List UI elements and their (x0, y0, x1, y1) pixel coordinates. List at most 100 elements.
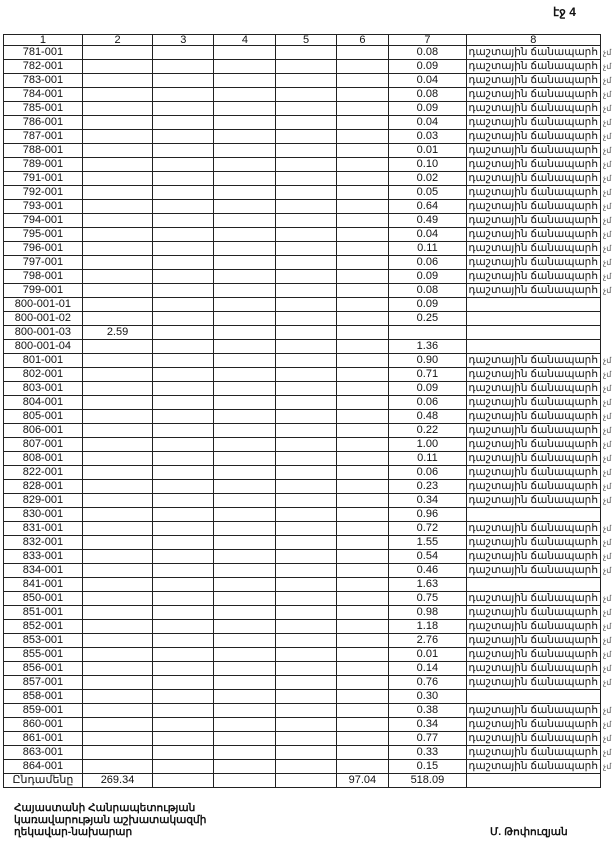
area-value: 0.02 (388, 171, 467, 186)
table-row: 806-001 0.22 դաշտային ճանապարհ չմ (3, 423, 615, 438)
row-suffix: չմ (602, 118, 612, 127)
cell (213, 451, 277, 466)
cell (152, 269, 215, 284)
row-suffix: չմ (602, 230, 612, 239)
row-suffix: չմ (602, 286, 612, 295)
cell (275, 689, 337, 704)
cell (152, 73, 215, 88)
cell (275, 157, 337, 172)
row-suffix: չմ (602, 496, 612, 505)
cell (335, 493, 390, 508)
col2-value (81, 633, 154, 648)
plot-id: 807-001 (3, 437, 83, 452)
row-suffix: չմ (602, 258, 612, 267)
cell (152, 339, 215, 354)
col2-value (81, 437, 154, 452)
row-suffix: չմ (602, 132, 612, 141)
cell (152, 213, 215, 228)
land-type: դաշտային ճանապարհ (465, 129, 601, 144)
land-type (465, 311, 601, 326)
table-row: 798-001 0.09 դաշտային ճանապարհ չմ (3, 269, 615, 284)
cell (152, 199, 215, 214)
land-type: դաշտային ճանապարհ (465, 171, 601, 186)
cell (275, 647, 337, 662)
land-type: դաշտային ճանապարհ (465, 703, 601, 718)
land-type: դաշտային ճանապարհ (465, 717, 601, 732)
cell (335, 521, 390, 536)
cell (152, 745, 215, 760)
plot-id: 834-001 (3, 563, 83, 578)
row-suffix: չմ (602, 650, 612, 659)
table-row: 792-001 0.05 դաշտային ճանապարհ չմ (3, 185, 615, 200)
cell (152, 563, 215, 578)
cell (335, 171, 390, 186)
blank (600, 774, 614, 788)
land-type: դաշտային ճանապարհ (465, 521, 601, 536)
row-suffix: չմ (602, 62, 612, 71)
cell (275, 129, 337, 144)
cell (213, 367, 277, 382)
plot-id: 851-001 (3, 605, 83, 620)
area-value: 0.09 (388, 269, 467, 284)
cell (335, 703, 390, 718)
land-plots-table: 1 2 3 4 5 6 7 8 781-001 0.08 դաշտային ճանա… (3, 34, 615, 788)
cell (275, 717, 337, 732)
cell (275, 241, 337, 256)
cell (275, 773, 337, 788)
cell (213, 647, 277, 662)
cell (152, 115, 215, 130)
table-row: 859-001 0.38 դաշտային ճանապարհ չմ (3, 703, 615, 718)
table-row: 807-001 1.00 դաշտային ճանապարհ չմ (3, 437, 615, 452)
cell (335, 87, 390, 102)
cell (335, 395, 390, 410)
cell (335, 185, 390, 200)
col2-value (81, 661, 154, 676)
area-value: 0.72 (388, 521, 467, 536)
cell (213, 535, 277, 550)
cell (335, 675, 390, 690)
row-suffix (600, 298, 614, 312)
cell (152, 185, 215, 200)
cell (213, 143, 277, 158)
cell (335, 759, 390, 774)
cell (213, 185, 277, 200)
area-value: 0.30 (388, 689, 467, 704)
land-type: դաշտային ճանապարհ (465, 227, 601, 242)
area-value: 0.25 (388, 311, 467, 326)
cell (275, 437, 337, 452)
cell (213, 493, 277, 508)
column-header-3: 3 (152, 34, 215, 46)
cell (213, 507, 277, 522)
table-row: 830-001 0.96 (3, 507, 615, 522)
col2-value (81, 619, 154, 634)
plot-id: 782-001 (3, 59, 83, 74)
row-suffix: չմ (602, 468, 612, 477)
cell (152, 423, 215, 438)
row-suffix: չմ (602, 748, 612, 757)
land-type: դաշտային ճանապարհ (465, 731, 601, 746)
total-col2: 269.34 (81, 773, 154, 788)
col2-value (81, 59, 154, 74)
cell (213, 241, 277, 256)
land-type (465, 507, 601, 522)
col2-value (81, 73, 154, 88)
cell (152, 521, 215, 536)
row-suffix: չմ (602, 272, 612, 281)
row-suffix: չմ (602, 552, 612, 561)
area-value: 0.09 (388, 297, 467, 312)
plot-id: 781-001 (3, 45, 83, 60)
area-value: 0.06 (388, 395, 467, 410)
row-suffix: չմ (602, 566, 612, 575)
cell (465, 773, 601, 788)
land-type: դաշտային ճանապարհ (465, 213, 601, 228)
cell (335, 101, 390, 116)
cell (335, 731, 390, 746)
table-row: 804-001 0.06 դաշտային ճանապարհ չմ (3, 395, 615, 410)
row-suffix (600, 578, 614, 592)
column-header-8: 8 (465, 34, 601, 46)
cell (335, 745, 390, 760)
land-type: դաշտային ճանապարհ (465, 745, 601, 760)
land-type: դաշտային ճանապարհ (465, 647, 601, 662)
table-row: 787-001 0.03 դաշտային ճանապարհ չմ (3, 129, 615, 144)
cell (152, 227, 215, 242)
